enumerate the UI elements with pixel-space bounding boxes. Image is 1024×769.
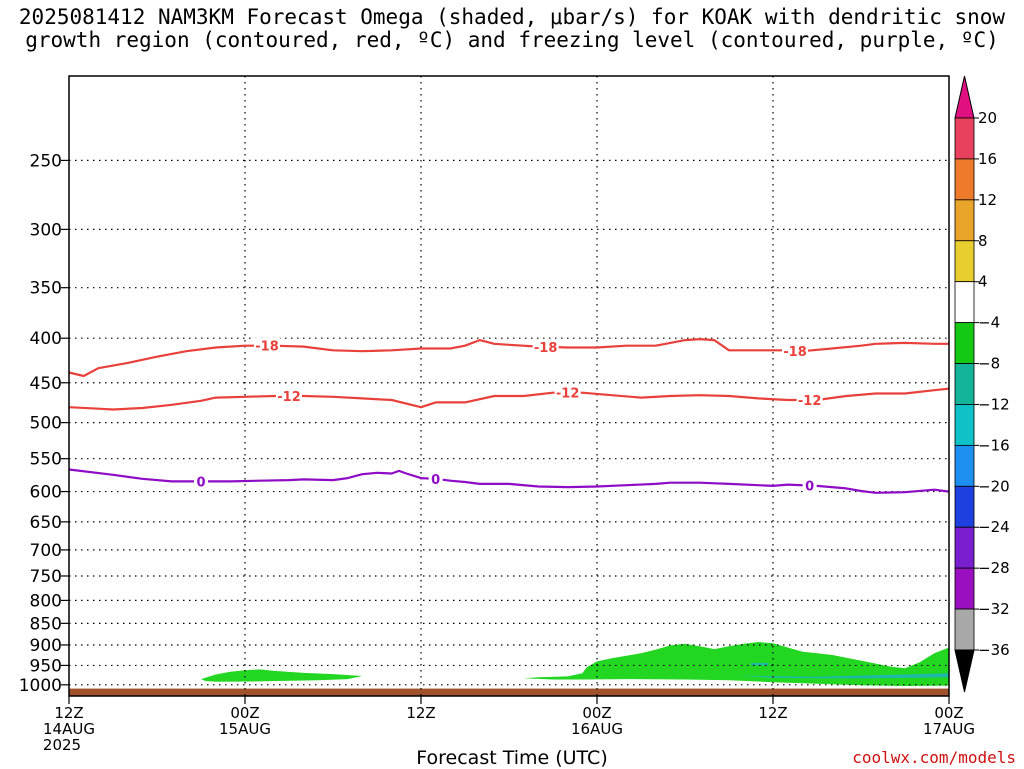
- contour-label-bg-0-2: [782, 342, 808, 359]
- contour-label-1-0: -12: [277, 390, 301, 405]
- omega-teal-spot-1: [751, 663, 769, 666]
- omega-region-1: [201, 669, 363, 682]
- y-tick-label-450: 450: [30, 374, 62, 394]
- contour-label-1-1: -12: [556, 387, 580, 402]
- y-tick-label-850: 850: [30, 614, 62, 634]
- x-tick-label-0-3: 2025: [43, 736, 81, 754]
- colorbar-bottom-arrow: [954, 649, 975, 693]
- contour-line-2: [68, 468, 950, 494]
- colorbar-top-arrow: [954, 75, 975, 119]
- contour-label-2-1: 0: [431, 473, 440, 488]
- y-tick-label-550: 550: [30, 450, 62, 470]
- contour-label-1-2: -12: [798, 394, 822, 409]
- contour-line-0: [68, 338, 949, 378]
- contour-label-bg-1-2: [796, 392, 823, 409]
- y-tick-label-950: 950: [30, 656, 62, 676]
- x-tick-label-5-2: 17AUG: [923, 720, 975, 738]
- x-axis-label: Forecast Time (UTC): [416, 747, 608, 769]
- y-tick-label-900: 900: [30, 636, 62, 656]
- colorbar-segment-0: [954, 117, 975, 160]
- colorbar-label-6: −8: [978, 355, 1000, 373]
- contour-label-bg-2-2: [802, 477, 817, 494]
- contour-label-bg-1-0: [276, 387, 302, 404]
- y-tick-label-800: 800: [30, 591, 62, 611]
- colorbar-segment-3: [954, 240, 975, 283]
- colorbar-segment-11: [954, 567, 975, 610]
- colorbar-label-0: 20: [978, 109, 997, 127]
- x-tick-label-5-1: 00Z: [934, 704, 963, 722]
- contour-label-0-1: -18: [534, 341, 558, 356]
- colorbar-label-3: 8: [978, 232, 988, 250]
- y-tick-label-650: 650: [30, 513, 62, 533]
- chart-title-line-2: growth region (contoured, red, ºC) and f…: [25, 28, 999, 52]
- contour-label-bg-2-0: [194, 473, 208, 490]
- contour-label-bg-1-1: [554, 384, 581, 401]
- y-tick-label-700: 700: [30, 541, 62, 561]
- contour-label-bg-0-0: [254, 337, 280, 354]
- y-tick-label-400: 400: [30, 329, 62, 349]
- x-tick-label-0-2: 14AUG: [43, 720, 95, 738]
- credit-text: coolwx.com/models: [852, 748, 1016, 767]
- x-tick-label-3-2: 16AUG: [571, 720, 623, 738]
- colorbar-segment-8: [954, 444, 975, 487]
- colorbar-label-9: −20: [978, 477, 1010, 495]
- x-tick-label-3-1: 00Z: [582, 704, 611, 722]
- y-tick-label-750: 750: [30, 567, 62, 587]
- colorbar-label-5: −4: [978, 314, 1000, 332]
- omega-shading-layer: [69, 642, 949, 696]
- x-tick-label-1-2: 15AUG: [219, 720, 271, 738]
- y-tick-label-500: 500: [30, 414, 62, 434]
- colorbar-segment-4: [954, 281, 975, 324]
- colorbar-label-4: 4: [978, 273, 988, 291]
- y-tick-label-1000: 1000: [19, 676, 62, 696]
- omega-region-2: [523, 642, 949, 686]
- colorbar-label-8: −16: [978, 436, 1010, 454]
- contour-label-bg-2-1: [428, 470, 443, 487]
- colorbar-label-10: −24: [978, 518, 1010, 536]
- colorbar-segment-1: [954, 158, 975, 201]
- x-tick-label-4-1: 12Z: [758, 704, 787, 722]
- contour-layer: -18 -18 -18 -12 -12 -12 0 0 0: [68, 337, 950, 495]
- x-tick-label-1-1: 00Z: [230, 704, 259, 722]
- colorbar: 20 16 12 8 4 −4 −8 −12 −16 −20 −24 −28 −32 −36: [954, 75, 1010, 693]
- colorbar-segment-12: [954, 608, 975, 651]
- contour-label-2-2: 0: [805, 480, 814, 495]
- omega-teal-spot-2: [736, 673, 949, 679]
- colorbar-segment-2: [954, 199, 975, 242]
- y-tick-label-300: 300: [30, 220, 62, 240]
- colorbar-segment-10: [954, 526, 975, 569]
- colorbar-label-13: −36: [978, 641, 1010, 659]
- contour-label-0-2: -18: [783, 345, 807, 360]
- colorbar-label-7: −12: [978, 395, 1010, 413]
- colorbar-segment-6: [954, 363, 975, 405]
- axes-layer: 2503003504004505005506006507007508008509…: [19, 75, 975, 754]
- x-tick-label-2-1: 12Z: [406, 704, 435, 722]
- chart-title: 2025081412 NAM3KM Forecast Omega (shaded…: [0, 6, 1024, 52]
- colorbar-label-11: −28: [978, 559, 1010, 577]
- chart-title-line-1: 2025081412 NAM3KM Forecast Omega (shaded…: [18, 5, 1006, 29]
- colorbar-segment-5: [954, 322, 975, 364]
- contour-label-2-0: 0: [196, 475, 205, 490]
- contour-label-0-0: -18: [255, 340, 279, 355]
- contour-label-bg-0-1: [532, 338, 559, 355]
- colorbar-label-1: 16: [978, 150, 997, 168]
- ground-strip: [69, 688, 949, 696]
- colorbar-label-12: −32: [978, 600, 1010, 618]
- colorbar-label-2: 12: [978, 191, 997, 209]
- y-tick-label-350: 350: [30, 279, 62, 299]
- plot-frame: [68, 75, 950, 697]
- colorbar-segment-9: [954, 485, 975, 528]
- y-tick-label-600: 600: [30, 483, 62, 503]
- colorbar-segment-7: [954, 404, 975, 446]
- x-tick-label-0-1: 12Z: [54, 704, 83, 722]
- grid-layer: [69, 76, 949, 696]
- y-tick-label-250: 250: [30, 151, 62, 171]
